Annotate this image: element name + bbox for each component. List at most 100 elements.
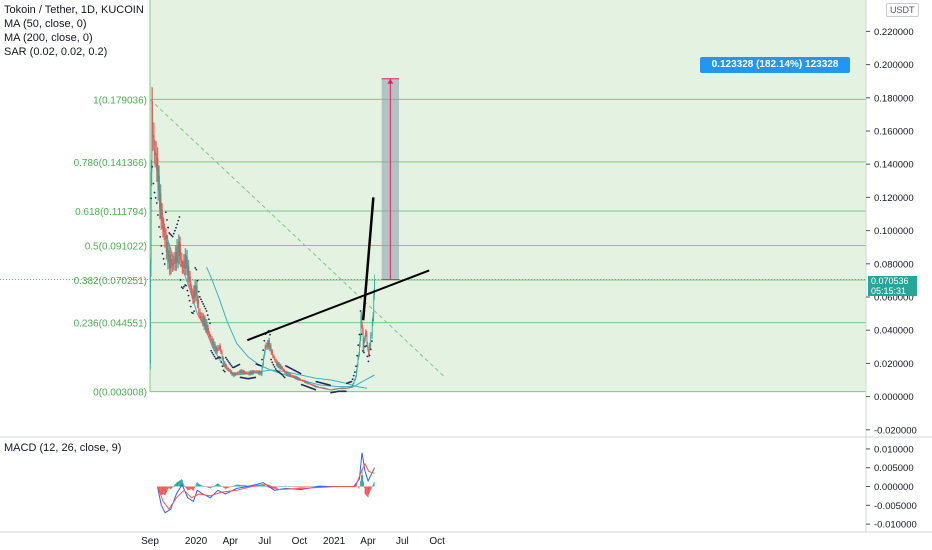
- candle-body: [274, 358, 276, 361]
- macd-hist-bar: [296, 486, 298, 488]
- macd-hist-bar: [308, 486, 309, 487]
- macd-hist-bar: [314, 486, 315, 487]
- legend-sar[interactable]: SAR (0.02, 0.02, 0.2): [4, 46, 108, 58]
- candle-body: [220, 351, 222, 353]
- signal-line: [157, 462, 375, 510]
- macd-hist-bar: [213, 485, 215, 487]
- price-axis[interactable]: 0.220000 0.200000 0.180000 0.160000 0.140000…: [865, 0, 917, 532]
- currency-badge[interactable]: USDT: [886, 3, 919, 17]
- macd-hist-bar: [211, 486, 213, 488]
- sar-dot: [361, 349, 364, 352]
- candle-body: [238, 372, 240, 374]
- macd-hist-bar: [163, 486, 164, 495]
- candle-body: [269, 340, 271, 349]
- candle-body: [242, 370, 244, 374]
- sar-dot: [230, 364, 233, 367]
- candle-body: [162, 211, 163, 229]
- sar-dot: [226, 358, 228, 361]
- legend-ma50[interactable]: MA (50, close, 0): [4, 18, 87, 30]
- candle-body: [285, 371, 287, 375]
- macd-hist-bar: [307, 486, 309, 487]
- macd-pane[interactable]: [157, 452, 375, 514]
- macd-hist-bar: [169, 486, 171, 490]
- candle-body: [322, 387, 324, 389]
- candle-body: [199, 312, 200, 314]
- candle-body: [200, 316, 202, 318]
- candle-body: [300, 378, 301, 381]
- candle-body: [255, 371, 257, 373]
- macd-hist-bar: [178, 481, 180, 487]
- macd-tick-label: -0.005000: [874, 501, 917, 512]
- macd-legend[interactable]: MACD (12, 26, close, 9): [4, 442, 122, 454]
- candle-body: [288, 373, 290, 376]
- sar-dot: [151, 165, 154, 168]
- macd-hist-bar: [304, 486, 306, 488]
- price-tick-label: 0.020000: [874, 359, 914, 370]
- macd-hist-bar: [222, 486, 224, 488]
- sar-dot: [187, 294, 190, 297]
- candle-body: [350, 386, 352, 388]
- candle-body: [275, 360, 277, 362]
- sar-dot: [161, 252, 164, 255]
- time-tick-label: Oct: [292, 536, 308, 547]
- macd-hist-bar: [240, 484, 242, 487]
- candle-body: [347, 387, 349, 389]
- macd-hist-bar: [293, 486, 295, 487]
- candle-body: [364, 338, 366, 341]
- candle-body: [239, 371, 240, 374]
- macd-hist-bar: [177, 481, 179, 487]
- candle-body: [203, 317, 205, 327]
- macd-hist-bar: [241, 485, 243, 487]
- macd-hist-bar: [268, 486, 269, 488]
- candle-body: [189, 276, 191, 282]
- candle-body: [336, 388, 338, 390]
- time-axis[interactable]: Sep 2020 Apr Jul Oct 2021 Apr Jul Oct: [0, 531, 932, 547]
- macd-hist-bar: [276, 486, 278, 488]
- sar-dot: [368, 354, 371, 357]
- candle-body: [178, 241, 180, 256]
- sar-dot: [220, 361, 223, 363]
- candle-body: [281, 367, 283, 369]
- candle-body: [179, 243, 181, 256]
- macd-hist-bar: [364, 486, 366, 495]
- macd-hist-bar: [195, 484, 197, 487]
- sar-dot: [270, 358, 273, 361]
- candle-body: [162, 226, 164, 229]
- sar-dot: [360, 333, 363, 336]
- candle-body: [260, 371, 261, 375]
- macd-hist-bar: [286, 485, 288, 487]
- candle-body: [293, 376, 295, 378]
- candle-body: [304, 380, 306, 383]
- macd-hist-bar: [208, 486, 210, 488]
- macd-hist-bar: [169, 486, 171, 489]
- candle-body: [325, 388, 326, 390]
- macd-hist-bar: [311, 486, 313, 487]
- candle-body: [317, 386, 319, 388]
- macd-hist-bar: [182, 480, 183, 487]
- macd-hist-bar: [233, 485, 235, 487]
- candle-body: [331, 389, 332, 391]
- candle-body: [343, 387, 345, 389]
- candle-body: [252, 371, 254, 374]
- macd-hist-bar: [277, 486, 279, 487]
- candle-body: [319, 387, 320, 389]
- sar-dot: [192, 312, 194, 315]
- macd-hist-bar: [164, 486, 166, 496]
- sar-dot: [180, 286, 183, 289]
- candle-body: [282, 369, 284, 371]
- candle-body: [289, 374, 291, 376]
- macd-hist-bar: [160, 486, 162, 496]
- legend-ma200[interactable]: MA (200, close, 0): [4, 32, 93, 44]
- candle-body: [257, 371, 258, 373]
- sar-dot: [314, 388, 317, 391]
- macd-hist-bar: [245, 485, 247, 487]
- candle-body: [192, 293, 194, 299]
- macd-hist-bar: [295, 486, 297, 487]
- macd-hist-bar: [371, 486, 373, 488]
- fib-label: 0.786(0.141366): [74, 158, 147, 169]
- sar-dot: [164, 211, 167, 214]
- legend-symbol[interactable]: Tokoin / Tether, 1D, KUCOIN: [4, 4, 144, 16]
- sar-dot: [172, 232, 175, 235]
- candle-body: [282, 367, 283, 370]
